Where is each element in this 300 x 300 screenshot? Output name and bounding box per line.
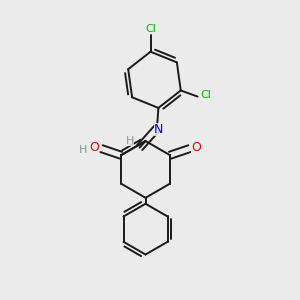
Text: Cl: Cl bbox=[200, 90, 211, 100]
Text: H: H bbox=[126, 136, 134, 146]
Text: O: O bbox=[191, 141, 201, 154]
Text: O: O bbox=[89, 141, 99, 154]
Text: Cl: Cl bbox=[145, 24, 156, 34]
Text: N: N bbox=[154, 123, 163, 136]
Text: H: H bbox=[79, 145, 87, 155]
